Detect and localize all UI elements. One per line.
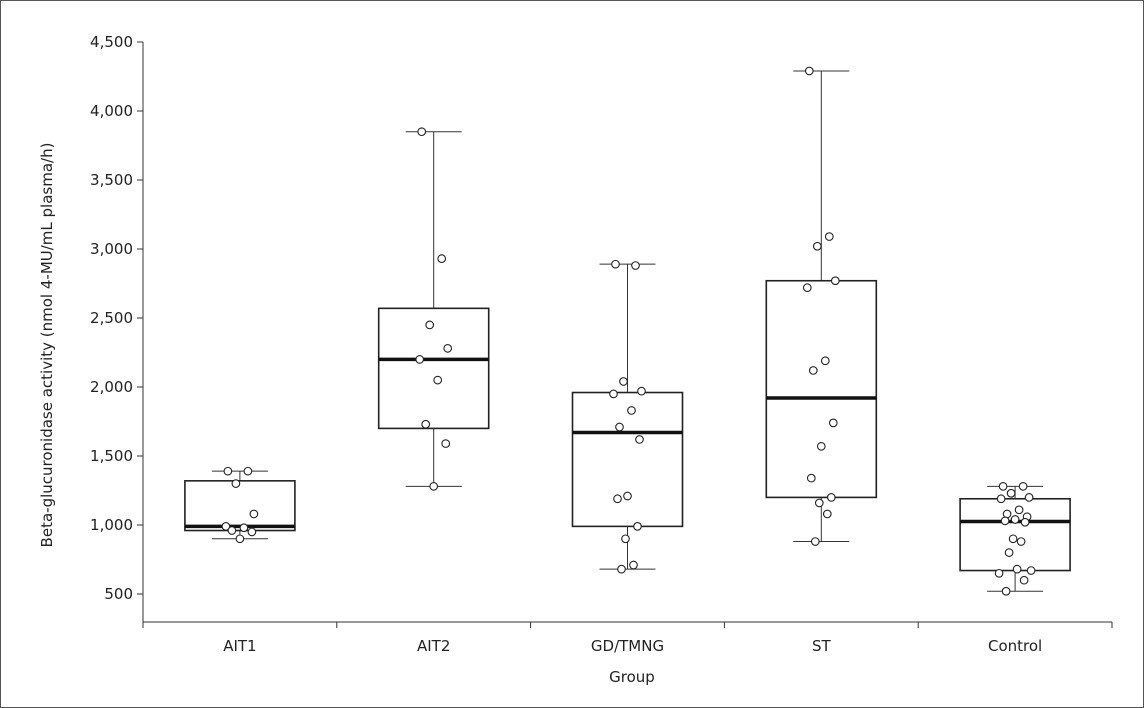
- y-tick-label: 1,000: [90, 516, 133, 534]
- y-tick-label: 1,500: [90, 447, 133, 465]
- box-iqr: [765, 279, 878, 499]
- y-tick-label: 4,000: [90, 102, 133, 120]
- data-point: [994, 568, 1004, 578]
- y-tick-label: 4,500: [90, 33, 133, 51]
- data-point: [808, 366, 818, 375]
- data-point: [247, 527, 257, 537]
- data-point: [615, 422, 624, 432]
- y-tick-label: 3,000: [90, 240, 133, 258]
- box-iqr: [377, 307, 490, 430]
- data-point: [635, 435, 644, 444]
- data-point: [417, 127, 427, 137]
- data-point: [613, 494, 622, 504]
- data-point: [627, 406, 636, 415]
- box-group: [184, 466, 296, 544]
- data-point: [631, 261, 640, 270]
- data-point: [621, 534, 630, 544]
- data-point: [231, 479, 241, 488]
- data-point: [227, 526, 237, 535]
- x-tick-label: GD/TMNG: [591, 637, 664, 655]
- data-point: [1020, 517, 1030, 527]
- x-tick-label: AIT2: [417, 637, 450, 655]
- data-point: [441, 439, 451, 448]
- data-point: [609, 389, 618, 399]
- data-point: [633, 522, 642, 531]
- data-point: [239, 523, 249, 533]
- data-point: [629, 560, 638, 570]
- data-point: [820, 356, 830, 366]
- data-point: [433, 375, 443, 385]
- data-point: [617, 564, 626, 574]
- box-group: [959, 482, 1071, 596]
- data-point: [437, 254, 447, 264]
- x-axis-title: Group: [609, 668, 655, 686]
- y-tick-label: 2,000: [90, 378, 133, 396]
- data-point: [1019, 575, 1029, 585]
- data-point: [637, 386, 646, 396]
- data-point: [806, 473, 816, 483]
- data-point: [1004, 548, 1014, 557]
- x-tick-label: ST: [812, 637, 832, 655]
- data-point: [812, 241, 822, 251]
- data-point: [826, 493, 836, 502]
- data-point: [619, 377, 628, 386]
- data-point: [221, 522, 231, 531]
- data-point: [623, 491, 632, 501]
- data-point: [425, 320, 435, 330]
- data-point: [810, 537, 820, 546]
- data-point: [223, 466, 233, 476]
- data-point: [804, 66, 814, 76]
- y-tick-label: 500: [104, 585, 133, 603]
- data-point: [1010, 515, 1020, 524]
- x-axis: AIT1 AIT2 GD/TMNG ST Control: [142, 621, 1113, 655]
- box-group: [765, 66, 878, 546]
- data-point: [822, 509, 832, 519]
- data-point: [830, 276, 840, 286]
- data-point: [1006, 488, 1016, 498]
- data-point: [1000, 516, 1010, 526]
- y-tick-label: 2,500: [90, 309, 133, 327]
- data-point: [802, 283, 812, 292]
- data-point: [235, 534, 245, 544]
- data-point: [249, 509, 259, 519]
- box-group: [571, 259, 684, 574]
- data-point: [996, 494, 1006, 504]
- data-point: [998, 482, 1008, 491]
- data-point: [1016, 537, 1026, 546]
- box-iqr: [571, 391, 684, 528]
- y-axis-title: Beta-glucuronidase activity (nmol 4-MU/m…: [38, 143, 56, 548]
- box-iqr: [184, 480, 296, 532]
- y-axis: 500 1,000 1,500 2,000 2,500 3,000 3,500 4,000 4,…: [90, 33, 144, 622]
- data-point: [429, 482, 439, 491]
- box-plot-series: [184, 66, 1071, 596]
- data-point: [828, 418, 838, 428]
- box-group: [377, 127, 490, 491]
- x-tick-label: AIT1: [223, 637, 256, 655]
- data-point: [243, 466, 253, 476]
- data-point: [824, 232, 834, 241]
- data-point: [415, 355, 425, 364]
- data-point: [816, 441, 826, 451]
- x-tick-label: Control: [988, 637, 1042, 655]
- data-point: [611, 259, 620, 269]
- data-point: [443, 344, 453, 353]
- data-point: [1018, 482, 1028, 491]
- data-point: [1001, 586, 1011, 596]
- data-point: [1024, 493, 1034, 502]
- data-point: [814, 498, 824, 508]
- data-point: [1014, 505, 1024, 515]
- data-point: [1012, 564, 1022, 574]
- data-point: [421, 419, 431, 429]
- data-point: [1008, 534, 1018, 544]
- y-tick-label: 3,500: [90, 171, 133, 189]
- data-point: [1026, 566, 1036, 575]
